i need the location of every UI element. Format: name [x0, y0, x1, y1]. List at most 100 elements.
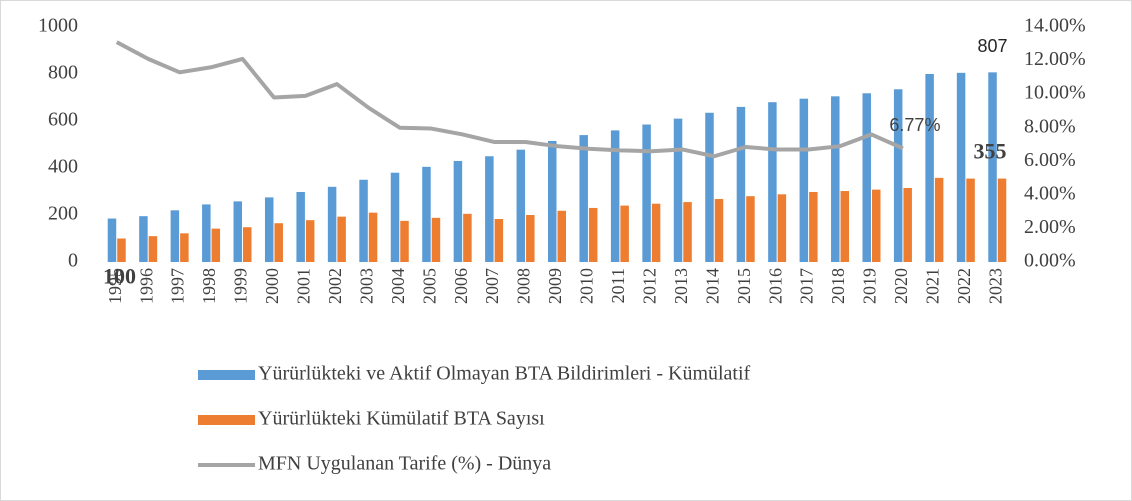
- legend-label: Yürürlükteki Kümülatif BTA Sayısı: [258, 408, 545, 430]
- bar: [139, 216, 148, 262]
- y2-tick-label: 10.00%: [1024, 82, 1086, 104]
- x-tick-label: 2002: [325, 268, 345, 304]
- bar: [337, 216, 346, 262]
- bar: [673, 118, 683, 263]
- x-tick-label: 2010: [577, 268, 597, 304]
- legend-swatch: [198, 370, 255, 380]
- bar: [494, 218, 504, 262]
- y2-tick-label: 12.00%: [1024, 48, 1086, 70]
- bar: [516, 149, 526, 262]
- bar: [359, 179, 368, 262]
- bar: [588, 207, 598, 262]
- x-tick-label: 1997: [168, 268, 188, 304]
- y2-tick-label: 0.00%: [1024, 250, 1076, 272]
- bar: [683, 202, 692, 262]
- bar: [997, 178, 1007, 262]
- bar: [705, 112, 714, 263]
- x-tick-label: 2006: [451, 268, 471, 304]
- x-tick-label: 2017: [797, 268, 817, 304]
- x-tick-label: 2008: [514, 268, 534, 304]
- legend-swatch: [198, 415, 255, 425]
- bar: [557, 210, 566, 262]
- bar: [117, 238, 126, 262]
- x-tick-label: 2009: [545, 268, 565, 304]
- bar: [620, 205, 629, 262]
- x-tick-label: 2015: [734, 268, 754, 304]
- bar: [840, 191, 850, 262]
- x-tick-label: 2001: [294, 268, 314, 304]
- bar: [714, 199, 724, 262]
- bar: [893, 89, 903, 263]
- x-tick-label: 2012: [639, 268, 659, 304]
- y-tick-label: 800: [48, 62, 78, 84]
- bar: [871, 189, 881, 262]
- bar: [746, 196, 755, 262]
- bar: [202, 204, 211, 262]
- bar: [431, 217, 441, 262]
- bar: [327, 186, 337, 262]
- bar: [809, 191, 818, 262]
- bar: [148, 236, 158, 262]
- x-tick-label: 2000: [262, 268, 282, 304]
- bar: [296, 191, 305, 262]
- y-tick-label: 1000: [38, 15, 78, 37]
- bar: [768, 102, 777, 262]
- x-tick-label: 2023: [985, 268, 1005, 304]
- bar: [862, 93, 871, 263]
- bar: [925, 74, 934, 262]
- x-tick-label: 2018: [828, 268, 848, 304]
- bar: [274, 223, 283, 262]
- legend-label: Yürürlükteki ve Aktif Olmayan BTA Bildir…: [258, 363, 751, 385]
- data-label: 6.77%: [889, 115, 940, 135]
- bar: [422, 166, 431, 262]
- bar: [400, 220, 409, 262]
- data-label: 100: [103, 264, 136, 289]
- x-tick-label: 2014: [702, 268, 722, 304]
- bar: [736, 106, 746, 263]
- y-tick-label: 0: [68, 250, 78, 272]
- bar: [642, 124, 651, 263]
- bar: [903, 187, 912, 262]
- bar: [610, 130, 620, 262]
- x-tick-label: 2013: [671, 268, 691, 304]
- x-tick-label: 2019: [860, 268, 880, 304]
- x-tick-label: 1999: [231, 268, 251, 304]
- bar: [264, 197, 274, 262]
- x-tick-label: 2004: [388, 268, 408, 304]
- bar: [107, 218, 117, 262]
- bar: [651, 203, 661, 262]
- bar: [485, 156, 494, 262]
- bar: [453, 160, 463, 262]
- y2-tick-label: 4.00%: [1024, 182, 1076, 204]
- bar: [831, 96, 840, 262]
- y-tick-label: 200: [48, 203, 78, 225]
- bar: [170, 210, 180, 262]
- y-tick-label: 600: [48, 109, 78, 131]
- bar: [548, 140, 557, 262]
- y2-tick-label: 8.00%: [1024, 115, 1076, 137]
- x-tick-label: 1998: [199, 268, 219, 304]
- bar: [579, 135, 588, 262]
- x-tick-label: 2007: [482, 268, 502, 304]
- data-label: 355: [974, 139, 1007, 164]
- bar: [233, 201, 243, 262]
- x-tick-label: 1996: [136, 268, 156, 304]
- x-tick-label: 2016: [765, 268, 785, 304]
- bar: [305, 220, 315, 262]
- x-tick-label: 2020: [891, 268, 911, 304]
- bar: [368, 212, 378, 262]
- x-tick-label: 2005: [419, 268, 439, 304]
- bar: [180, 233, 189, 262]
- legend-label: MFN Uygulanan Tarife (%) - Dünya: [258, 453, 551, 475]
- bar: [988, 72, 997, 262]
- y2-tick-label: 6.00%: [1024, 149, 1076, 171]
- x-tick-label: 2011: [608, 268, 628, 303]
- data-label: 807: [978, 36, 1008, 56]
- x-tick-label: 2003: [356, 268, 376, 304]
- x-tick-label: 1995: [105, 268, 125, 304]
- y2-tick-label: 2.00%: [1024, 216, 1076, 238]
- y2-tick-label: 14.00%: [1024, 15, 1086, 37]
- x-tick-label: 2022: [954, 268, 974, 304]
- bar: [526, 215, 535, 262]
